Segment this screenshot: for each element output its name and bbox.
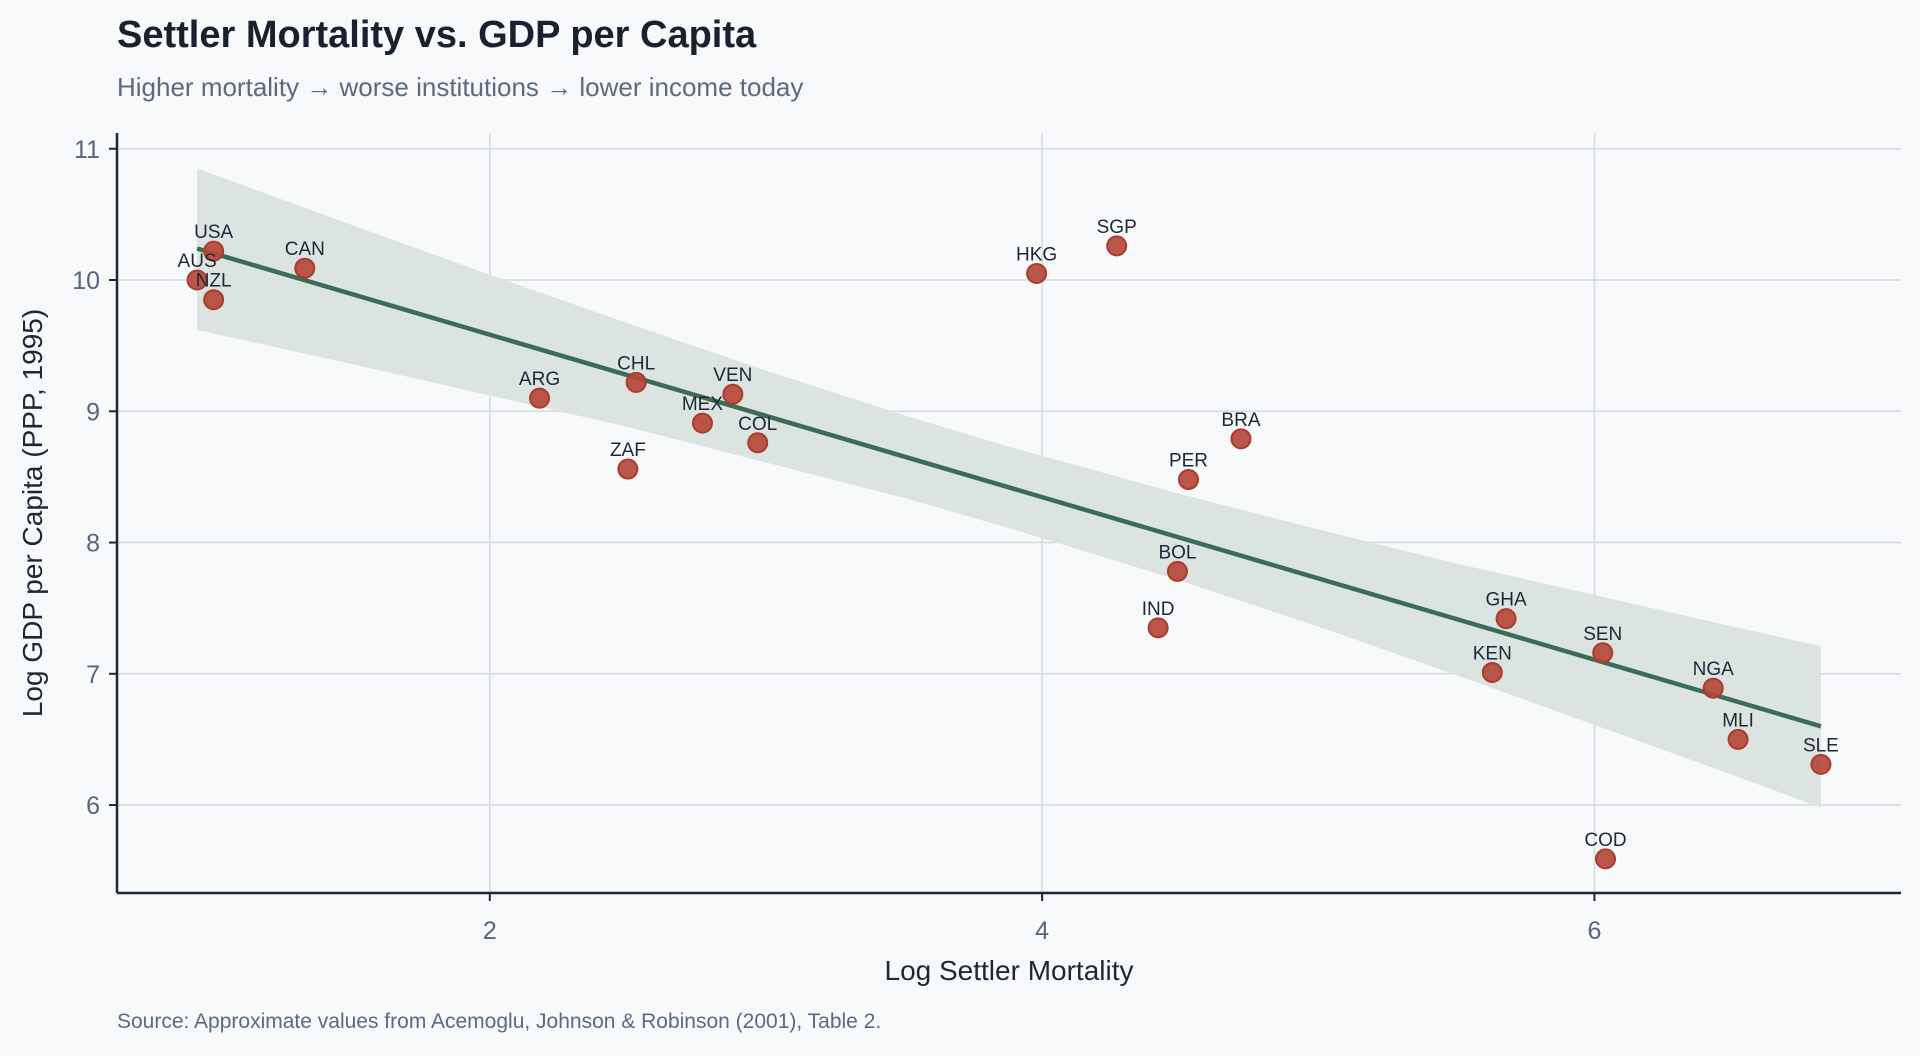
data-point-aus — [186, 269, 208, 291]
data-point-hkg — [1026, 262, 1048, 284]
point-label-bol: BOL — [1158, 542, 1196, 563]
data-point-ind — [1147, 617, 1169, 639]
point-label-zaf: ZAF — [610, 440, 646, 461]
point-label-cod: COD — [1584, 830, 1626, 851]
y-tick-label: 11 — [74, 136, 100, 164]
y-tick-label: 9 — [86, 398, 100, 426]
x-tick-label: 2 — [483, 917, 497, 945]
data-point-arg — [529, 387, 551, 409]
point-label-chl: CHL — [617, 353, 655, 374]
point-label-usa: USA — [194, 222, 233, 243]
point-label-gha: GHA — [1485, 590, 1527, 611]
data-point-mex — [691, 412, 713, 434]
data-point-bra — [1230, 428, 1252, 450]
data-point-bol — [1166, 560, 1188, 582]
data-point-per — [1178, 469, 1200, 491]
data-point-chl — [625, 371, 647, 393]
point-label-col: COL — [738, 414, 777, 435]
point-label-ken: KEN — [1473, 643, 1512, 664]
point-label-mex: MEX — [682, 394, 724, 415]
point-label-can: CAN — [285, 239, 325, 260]
point-label-arg: ARG — [519, 369, 560, 390]
data-point-usa — [203, 240, 225, 262]
data-points — [186, 235, 1832, 870]
point-label-aus: AUS — [178, 251, 217, 272]
point-label-ven: VEN — [713, 365, 752, 386]
chart-title: Settler Mortality vs. GDP per Capita — [117, 14, 757, 56]
source-note: Source: Approximate values from Acemoglu… — [117, 1010, 882, 1033]
point-label-nga: NGA — [1693, 659, 1735, 680]
data-point-gha — [1495, 608, 1517, 630]
x-axis-label: Log Settler Mortality — [885, 955, 1134, 986]
data-point-col — [747, 432, 769, 454]
point-label-nzl: NZL — [196, 271, 232, 292]
y-axis-label: Log GDP per Capita (PPP, 1995) — [17, 309, 48, 717]
data-point-ken — [1481, 661, 1503, 683]
point-label-hkg: HKG — [1016, 244, 1057, 265]
point-label-sgp: SGP — [1097, 217, 1137, 238]
data-point-nzl — [203, 289, 225, 311]
point-label-mli: MLI — [1722, 710, 1754, 731]
point-labels: AUS USA NZL CAN ARG ZAF CHL MEX VEN COL HKG SGP IND B… — [178, 217, 1839, 851]
data-point-nga — [1702, 677, 1724, 699]
data-point-can — [294, 257, 316, 279]
y-tick-label: 7 — [86, 661, 100, 689]
data-point-cod — [1595, 848, 1617, 870]
y-tick-label: 10 — [72, 267, 100, 295]
data-point-sle — [1810, 753, 1832, 775]
chart-subtitle: Higher mortality → worse institutions → … — [117, 72, 804, 102]
x-tick-label: 6 — [1588, 917, 1602, 945]
data-point-sgp — [1106, 235, 1128, 257]
x-tick-label: 4 — [1035, 917, 1049, 945]
axes: 2 4 6 6 7 8 9 10 11 — [72, 133, 1901, 945]
y-tick-label: 8 — [86, 530, 100, 558]
point-label-per: PER — [1169, 451, 1208, 472]
data-point-zaf — [617, 458, 639, 480]
data-point-ven — [722, 383, 744, 405]
y-tick-label: 6 — [86, 792, 100, 820]
regression-line — [196, 246, 1822, 729]
point-label-sen: SEN — [1583, 624, 1622, 645]
data-point-sen — [1592, 642, 1614, 664]
point-label-ind: IND — [1142, 599, 1175, 620]
point-label-sle: SLE — [1803, 735, 1839, 756]
data-point-mli — [1727, 728, 1749, 750]
point-label-bra: BRA — [1221, 410, 1260, 431]
